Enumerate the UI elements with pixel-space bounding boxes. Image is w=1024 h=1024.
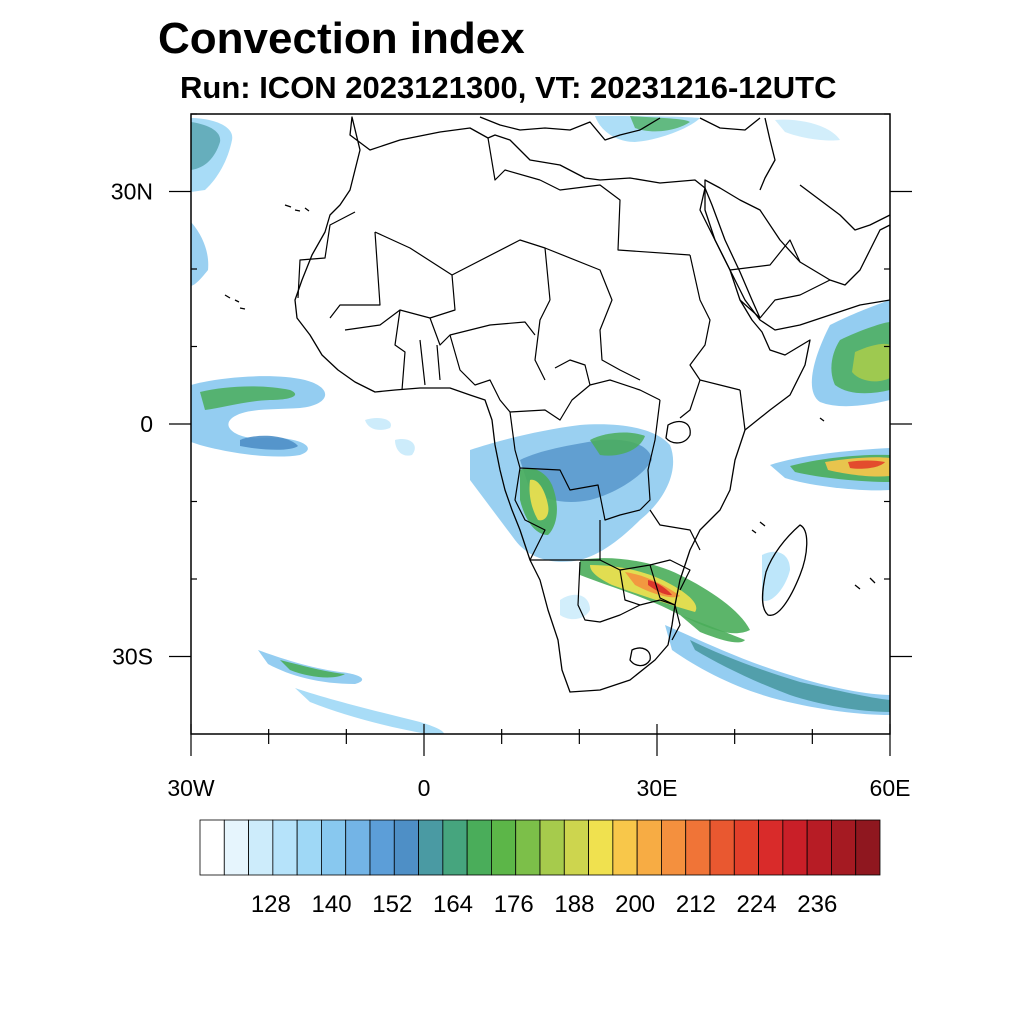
convection-blob (200, 386, 296, 410)
country-borders (297, 137, 831, 641)
map-frame (190, 113, 891, 735)
colorbar-swatch (393, 819, 419, 876)
africa-coastline (294, 116, 811, 693)
colorbar-tick-label: 236 (797, 891, 837, 918)
figure-title: Convection index (158, 14, 525, 63)
colorbar-swatch (199, 819, 225, 876)
lake-victoria (665, 421, 691, 444)
colorbar-swatch (296, 819, 322, 876)
colorbar-swatch (442, 819, 468, 876)
convection-blob (680, 615, 745, 643)
seychelles (819, 417, 825, 422)
colorbar-swatch (345, 819, 371, 876)
colorbar-tick-label: 188 (554, 891, 594, 918)
convection-blob (529, 479, 549, 521)
lat-label: 30N (111, 179, 153, 205)
canary-islands (284, 204, 310, 212)
colorbar-swatch (248, 819, 274, 876)
red-sea-coast (704, 187, 761, 319)
arabia-coastline (704, 179, 890, 331)
convection-blob (775, 119, 840, 141)
persian-gulf (799, 184, 890, 231)
colorbar-swatch (515, 819, 541, 876)
lat-label: 30S (112, 644, 153, 670)
axis-ticks (169, 113, 912, 756)
convection-blob (852, 343, 890, 382)
longitude-labels: 30W 0 30E 60E (167, 775, 910, 801)
convection-blob (520, 439, 652, 502)
convection-blob (762, 551, 790, 601)
colorbar-swatch (685, 819, 711, 876)
colorbar-swatch (321, 819, 347, 876)
colorbar-tick-label: 224 (737, 891, 777, 918)
convection-blob (258, 650, 363, 684)
colorbar-swatch (709, 819, 735, 876)
colorbar-labels: 128 140 152 164 176 188 200 212 224 236 (251, 891, 837, 918)
colorbar-swatch (636, 819, 662, 876)
convection-blob (191, 122, 221, 170)
colorbar-tick-label: 128 (251, 891, 291, 918)
latitude-labels: 30N 0 30S (111, 179, 153, 670)
colorbar-swatch (491, 819, 517, 876)
turkey-coastline (699, 117, 761, 131)
lat-label: 0 (140, 411, 153, 437)
colorbar-swatch (733, 819, 759, 876)
europe-coastline (479, 116, 661, 141)
colorbar-tick-label: 212 (676, 891, 716, 918)
convection-field (191, 116, 890, 734)
convection-blob (191, 222, 209, 286)
colorbar-swatch (539, 819, 565, 876)
colorbar-swatch (223, 819, 249, 876)
colorbar-tick-label: 164 (433, 891, 473, 918)
convection-blob (395, 439, 415, 456)
colorbar-swatch (563, 819, 589, 876)
lon-label: 0 (418, 775, 431, 801)
colorbar-swatch (272, 819, 298, 876)
colorbar-swatch (758, 819, 784, 876)
colorbar-tick-label: 152 (372, 891, 412, 918)
colorbar-tick-label: 200 (615, 891, 655, 918)
figure-subtitle: Run: ICON 2023121300, VT: 20231216-12UTC (180, 70, 837, 105)
colorbar-swatch (588, 819, 614, 876)
cape-verde (224, 294, 246, 310)
mascarene (854, 577, 876, 590)
colorbar-swatch (369, 819, 395, 876)
colorbar (199, 819, 881, 876)
lon-label: 30W (167, 775, 215, 801)
colorbar-swatch (418, 819, 444, 876)
colorbar-swatch (612, 819, 638, 876)
map-area (191, 116, 890, 734)
colorbar-tick-label: 176 (494, 891, 534, 918)
colorbar-swatch (855, 819, 881, 876)
convection-blob (690, 640, 890, 712)
colorbar-swatch (831, 819, 857, 876)
lon-label: 30E (637, 775, 678, 801)
lon-label: 60E (870, 775, 911, 801)
convection-blob (648, 580, 672, 596)
madagascar (761, 524, 808, 616)
convection-blob (590, 432, 645, 456)
levant-coast (759, 117, 776, 191)
colorbar-swatch (806, 819, 832, 876)
colorbar-tick-label: 140 (312, 891, 352, 918)
comoros (751, 521, 766, 534)
convection-blob (280, 660, 345, 678)
convection-blob (848, 460, 885, 469)
lesotho (629, 647, 651, 667)
convection-blob (295, 688, 444, 734)
convection-blob (560, 594, 590, 620)
colorbar-swatch (782, 819, 808, 876)
coastlines (224, 116, 890, 693)
convection-blob (365, 417, 391, 430)
convection-blob (240, 435, 298, 450)
colorbar-swatch (661, 819, 687, 876)
colorbar-swatch (466, 819, 492, 876)
